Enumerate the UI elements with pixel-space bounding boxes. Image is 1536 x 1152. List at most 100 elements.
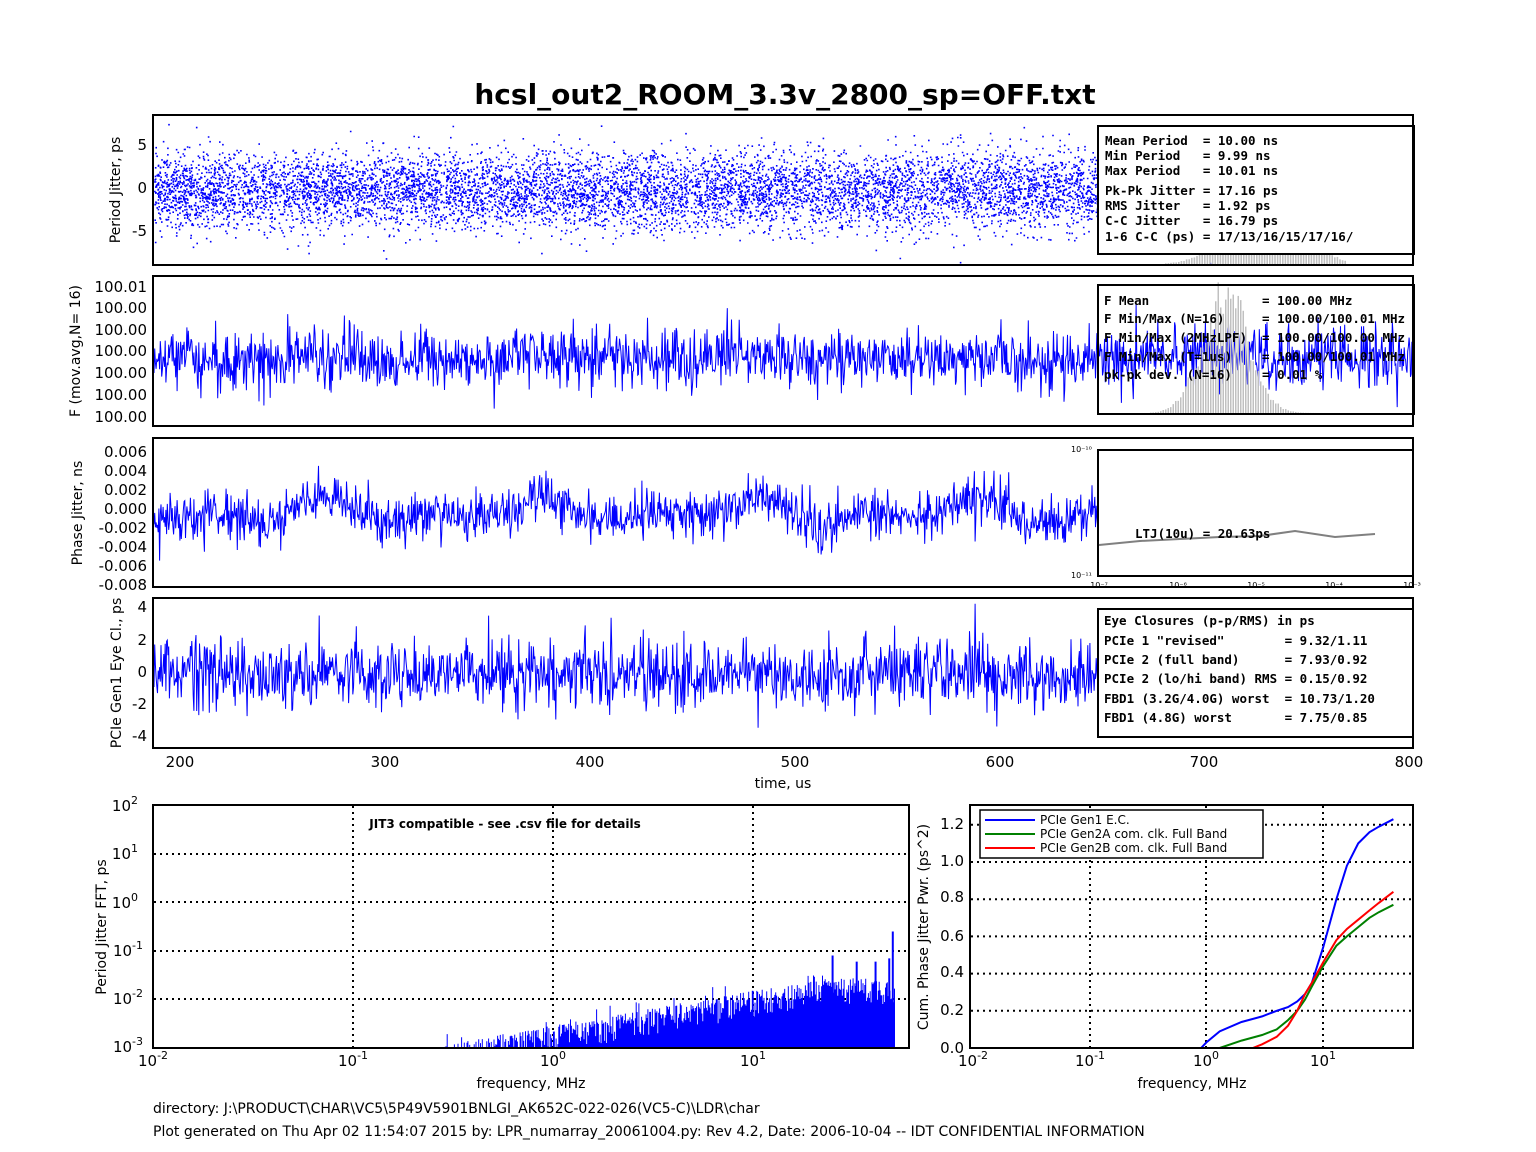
time-xtick-300: 300 — [371, 753, 400, 771]
period-ylabel: Period Jitter, ps — [108, 137, 124, 244]
svg-text:101: 101 — [1310, 1049, 1336, 1070]
gen2a-curve — [1219, 903, 1394, 1049]
period-stat-6: C-C Jitter = 16.79 ps — [1105, 213, 1278, 228]
fft-bars — [440, 931, 895, 1048]
frequency-hist-bar — [1277, 403, 1279, 413]
period-stat-3: Max Period = 10.01 ns — [1105, 163, 1278, 178]
frequency-hist-bar — [1285, 408, 1287, 413]
ltj-label: LTJ(10u) = 20.63ps — [1135, 526, 1270, 541]
frequency-hist-bar — [1267, 393, 1269, 413]
frequency-hist-bar — [1175, 400, 1177, 413]
svg-text:10-2: 10-2 — [138, 1049, 168, 1070]
svg-text:100: 100 — [540, 1049, 566, 1070]
frequency-hist-bar — [1242, 310, 1244, 413]
time-xtick-500: 500 — [781, 753, 810, 771]
period-hist-bar — [1328, 253, 1331, 264]
frequency-hist-bar — [1227, 287, 1229, 413]
fft-note: JIT3 compatible - see .csv file for deta… — [368, 817, 640, 831]
frequency-hist-bar — [1232, 294, 1234, 413]
cum-xtick-3: 100 — [1193, 1049, 1219, 1070]
eye-stat-3: PCIe 2 (lo/hi band) RMS = 0.15/0.92 — [1104, 671, 1367, 686]
phase-ytick-2: 0.004 — [104, 462, 147, 480]
footer-directory: directory: J:\PRODUCT\CHAR\VC5\5P49V5901… — [153, 1101, 760, 1117]
fft-ylabel: Period Jitter FFT, ps — [94, 859, 110, 994]
svg-text:100: 100 — [1193, 1049, 1219, 1070]
fft-grid — [154, 806, 908, 1047]
time-xlabel: time, us — [755, 776, 812, 792]
period-hist-bar — [1175, 262, 1177, 264]
frequency-hist-bar — [1247, 341, 1249, 413]
cumulative-legend: PCIe Gen1 E.C. PCIe Gen2A com. clk. Full… — [979, 809, 1264, 859]
time-xtick-600: 600 — [986, 753, 1015, 771]
eye-stat-2: PCIe 2 (full band) = 7.93/0.92 — [1104, 652, 1367, 667]
figure-title: hcsl_out2_ROOM_3.3v_2800_sp=OFF.txt — [474, 78, 1095, 111]
frequency-hist-bar — [1200, 347, 1202, 413]
frequency-hist-bar — [1282, 409, 1284, 413]
eye-ylabel: PCIe Gen1 Eye Cl., ps — [109, 598, 125, 749]
cum-xtick-1: 10-2 — [958, 1049, 988, 1070]
cumulative-xlabel: frequency, MHz — [1137, 1076, 1246, 1092]
frequency-hist-bar — [1235, 308, 1237, 413]
phase-ytick-1: 0.006 — [104, 443, 147, 461]
period-hist-bar — [1206, 246, 1209, 264]
eye-stats-box — [1097, 608, 1414, 738]
period-hist-bar — [1341, 260, 1344, 264]
frequency-hist-bar — [1177, 400, 1179, 413]
panel-frequency: F Mean = 100.00 MHz F Min/Max (N=16) = 1… — [68, 275, 1415, 427]
cumulative-ylabel: Cum. Phase Jitter Pwr. (ps^2) — [916, 824, 932, 1030]
frequency-hist-bar — [1187, 377, 1189, 413]
time-xtick-700: 700 — [1190, 753, 1219, 771]
frequency-hist-bar — [1197, 366, 1199, 413]
svg-text:10-3: 10-3 — [113, 1035, 143, 1056]
cum-ytick-3: 0.8 — [940, 888, 964, 906]
frequency-hist-bar — [1262, 385, 1264, 413]
period-hist-bar — [1185, 259, 1188, 264]
frequency-ytick-5: 100.00 — [95, 364, 148, 382]
eye-stat-5: FBD1 (4.8G) worst = 7.75/0.85 — [1104, 710, 1367, 725]
frequency-hist-bar — [1217, 282, 1219, 413]
frequency-hist-bar — [1272, 400, 1274, 413]
period-hist-bar — [1165, 263, 1167, 264]
frequency-stat-1: F Mean = 100.00 MHz — [1104, 293, 1352, 308]
frequency-hist-bar — [1180, 397, 1182, 413]
frequency-hist-bar — [1202, 352, 1204, 413]
period-jitter-scatter — [154, 123, 1414, 265]
fft-xtick-1: 10-2 — [138, 1049, 168, 1070]
period-hist-bar — [1167, 263, 1170, 264]
period-ytick-2: 0 — [137, 179, 147, 197]
panel-fft: JIT3 compatible - see .csv file for deta… — [94, 794, 910, 1092]
period-hist-bar — [1191, 257, 1193, 264]
phase-ytick-8: -0.008 — [99, 576, 147, 594]
period-hist-bar — [1170, 262, 1172, 264]
svg-text:10-1: 10-1 — [1075, 1049, 1105, 1070]
svg-text:102: 102 — [112, 794, 138, 815]
panel-phase-jitter: LTJ(10u) = 20.63ps 10⁻¹⁰ 10⁻¹¹ 10⁻⁷ 10⁻⁶… — [70, 437, 1421, 594]
frequency-hist-bar — [1185, 386, 1187, 413]
period-hist-bar — [1180, 261, 1183, 264]
panel-eye-closure: Eye Closures (p-p/RMS) in ps PCIe 1 "rev… — [109, 597, 1423, 792]
cum-ytick-5: 0.4 — [940, 963, 964, 981]
frequency-ytick-2: 100.00 — [95, 299, 148, 317]
frequency-hist-bar — [1245, 326, 1247, 413]
period-stats-box — [1097, 125, 1415, 255]
legend-label-gen1: PCIe Gen1 E.C. — [1040, 813, 1130, 827]
period-hist-bar — [1198, 252, 1201, 264]
period-hist-bar — [1336, 256, 1339, 264]
time-xtick-200: 200 — [166, 753, 195, 771]
gen2b-curve — [1252, 891, 1395, 1049]
eye-ytick-4: -2 — [132, 695, 147, 713]
ltj-xtick-3: 10⁻⁵ — [1247, 581, 1265, 590]
frequency-stat-5: pk-pk dev. (N=16) = 0.01 % — [1104, 367, 1323, 382]
fft-ytick-3: 100 — [112, 891, 138, 912]
fft-ytick-5: 10-2 — [113, 987, 143, 1008]
frequency-hist-bar — [1157, 411, 1159, 413]
fft-xlabel: frequency, MHz — [476, 1076, 585, 1092]
svg-text:10-2: 10-2 — [958, 1049, 988, 1070]
phase-ytick-5: -0.002 — [99, 519, 147, 537]
fft-ytick-6: 10-3 — [113, 1035, 143, 1056]
frequency-stat-2: F Min/Max (N=16) = 100.00/100.01 MHz — [1104, 311, 1405, 326]
frequency-hist-bar — [1257, 370, 1259, 413]
svg-text:10-1: 10-1 — [113, 939, 143, 960]
eye-ytick-2: 2 — [137, 631, 147, 649]
frequency-hist-bar — [1192, 376, 1194, 413]
